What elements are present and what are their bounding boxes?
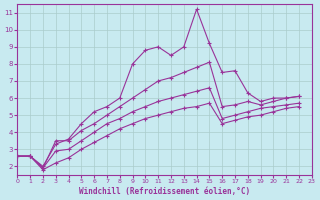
X-axis label: Windchill (Refroidissement éolien,°C): Windchill (Refroidissement éolien,°C): [79, 187, 250, 196]
